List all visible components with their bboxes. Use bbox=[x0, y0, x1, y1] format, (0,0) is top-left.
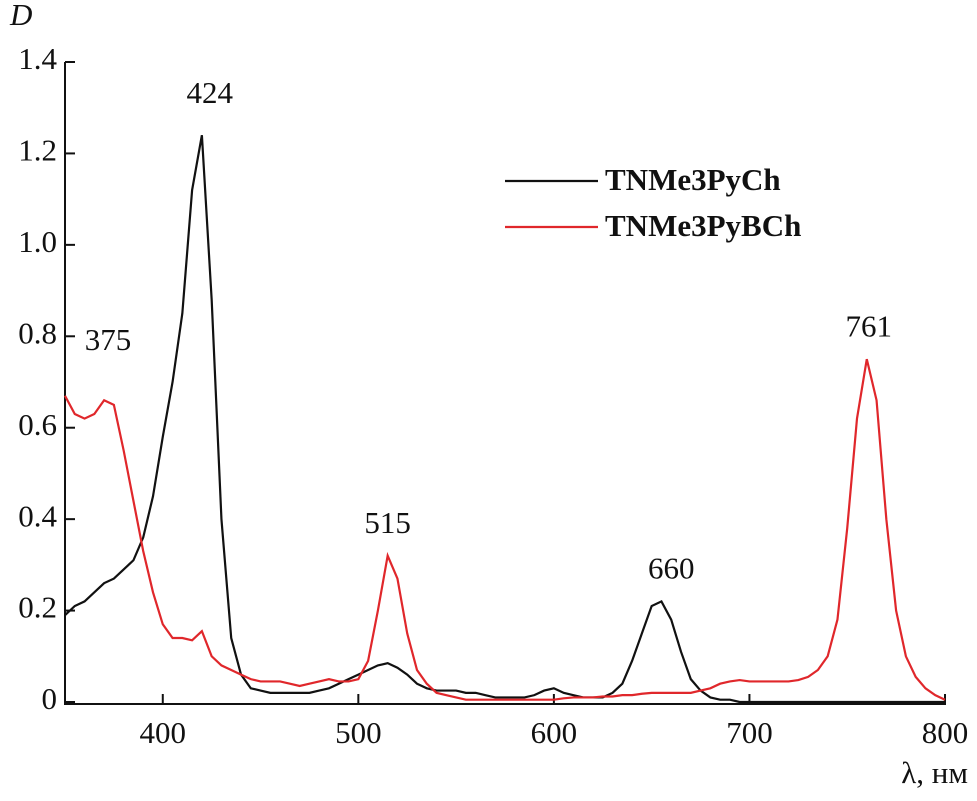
peak-annotation: 424 bbox=[186, 75, 233, 110]
peak-annotation: 761 bbox=[845, 308, 892, 343]
y-axis-label: D bbox=[9, 0, 32, 32]
y-tick-label: 0.2 bbox=[18, 590, 57, 625]
peak-annotation: 375 bbox=[85, 322, 132, 357]
x-tick-label: 500 bbox=[335, 715, 382, 750]
legend-label: TNMe3PyBCh bbox=[605, 208, 801, 243]
x-tick-label: 700 bbox=[726, 715, 773, 750]
series-line bbox=[64, 134, 945, 704]
x-tick-label: 400 bbox=[140, 715, 187, 750]
series-line bbox=[64, 358, 946, 701]
peak-annotation: 515 bbox=[364, 505, 411, 540]
y-tick-label: 1.2 bbox=[18, 133, 57, 168]
y-tick-label: 1.4 bbox=[18, 41, 57, 76]
y-tick-label: 1.0 bbox=[18, 224, 57, 259]
x-tick-label: 600 bbox=[531, 715, 578, 750]
y-tick-label: 0 bbox=[42, 681, 58, 716]
y-tick-label: 0.8 bbox=[18, 315, 57, 350]
x-tick-label: 800 bbox=[922, 715, 969, 750]
peak-annotation: 660 bbox=[648, 551, 695, 586]
y-tick-label: 0.6 bbox=[18, 407, 57, 442]
y-tick-label: 0.4 bbox=[18, 498, 57, 533]
x-axis-label: λ, нм bbox=[901, 755, 968, 790]
legend-label: TNMe3PyCh bbox=[605, 162, 781, 197]
